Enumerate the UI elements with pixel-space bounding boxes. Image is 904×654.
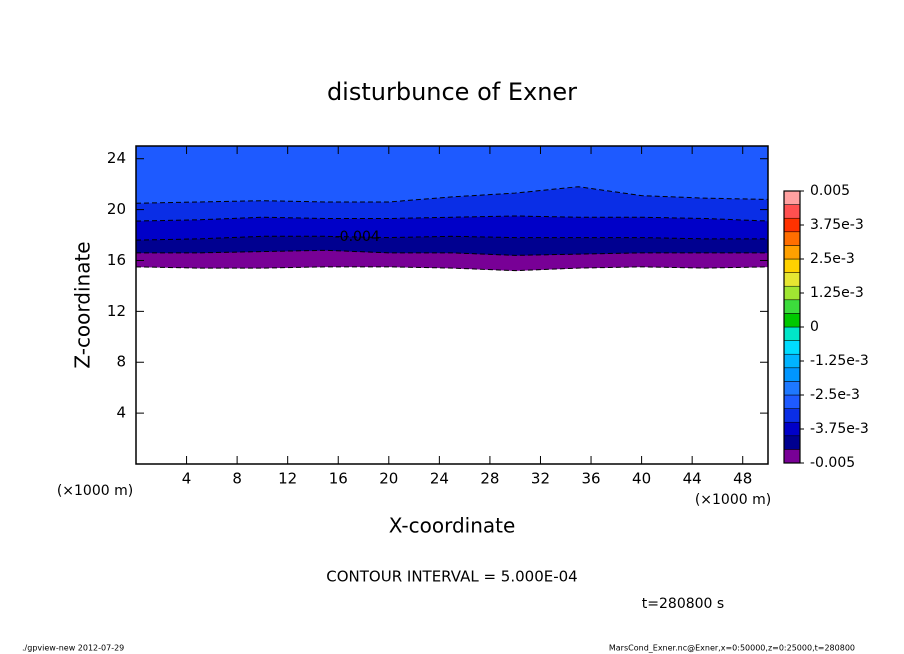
y-tick-label: 4 (116, 404, 126, 422)
contour-line (135, 235, 768, 241)
x-tick-label: 48 (733, 470, 752, 488)
colorbar-bin (783, 272, 801, 287)
colorbar-bin (783, 204, 801, 219)
colorbar-tick-label: 2.5e-3 (810, 251, 855, 267)
colorbar-tick-label: -0.005 (810, 455, 855, 471)
colorbar-tick-label: -1.25e-3 (810, 353, 869, 369)
colorbar-tick-label: 3.75e-3 (810, 217, 864, 233)
x-tick-label: 20 (379, 470, 398, 488)
colorbar-bin (783, 313, 801, 328)
x-tick-label: 28 (480, 470, 499, 488)
footer-right: MarsCond_Exner.nc@Exner,x=0:50000,z=0:25… (609, 644, 855, 653)
y-tick-label: 24 (107, 149, 126, 167)
colorbar-bin (783, 353, 801, 369)
x-unit: (×1000 m) (695, 492, 771, 508)
contour-label: -0.004 (335, 229, 380, 245)
chart-title: disturbunce of Exner (327, 78, 577, 106)
time-label: t=280800 s (642, 596, 724, 612)
colorbar-bin (783, 231, 801, 246)
plot-frame (135, 145, 769, 465)
x-tick-label: 44 (683, 470, 702, 488)
contour-interval: CONTOUR INTERVAL = 5.000E-04 (326, 568, 577, 586)
contour-fill (135, 145, 769, 204)
x-tick-label: 24 (430, 470, 449, 488)
x-tick-label: 36 (581, 470, 600, 488)
x-tick-label: 4 (182, 470, 192, 488)
contour-line (135, 215, 769, 222)
colorbar-bin (783, 217, 801, 233)
y-unit: (×1000 m) (57, 483, 133, 499)
colorbar-bin (783, 435, 801, 450)
colorbar-bin (783, 381, 801, 396)
y-axis-label: Z-coordinate (71, 241, 95, 368)
colorbar-tick-label: 1.25e-3 (810, 285, 864, 301)
contour-line (135, 266, 769, 272)
colorbar-bin (783, 367, 801, 382)
colorbar-bin (783, 285, 801, 301)
x-tick-label: 16 (329, 470, 348, 488)
colorbar-bin (783, 408, 801, 423)
colorbar-bin (783, 245, 801, 260)
colorbar-bin (783, 394, 801, 409)
colorbar-bin (783, 340, 801, 355)
colorbar-tick-label: 0 (810, 319, 819, 335)
y-tick-label: 12 (107, 302, 126, 320)
colorbar-bin (783, 449, 801, 464)
y-tick-label: 16 (107, 251, 126, 269)
colorbar-bin (783, 190, 801, 205)
colorbar-bin (783, 326, 801, 341)
colorbar-tick-label: -2.5e-3 (810, 387, 860, 403)
colorbar-tick-label: 0.005 (810, 183, 850, 199)
colorbar-bin (783, 421, 801, 437)
colorbar-tick-label: -3.75e-3 (810, 421, 869, 437)
x-tick-label: 32 (531, 470, 550, 488)
x-tick-label: 12 (278, 470, 297, 488)
colorbar-bin (783, 299, 801, 314)
contour-line (135, 186, 769, 204)
y-tick-label: 8 (116, 353, 126, 371)
x-tick-label: 8 (232, 470, 242, 488)
footer-left: ./gpview-new 2012-07-29 (22, 644, 124, 653)
contour-line (136, 249, 768, 256)
x-tick-label: 40 (632, 470, 651, 488)
x-axis-label: X-coordinate (389, 514, 516, 538)
y-tick-label: 20 (107, 200, 126, 218)
colorbar-bin (783, 258, 801, 273)
